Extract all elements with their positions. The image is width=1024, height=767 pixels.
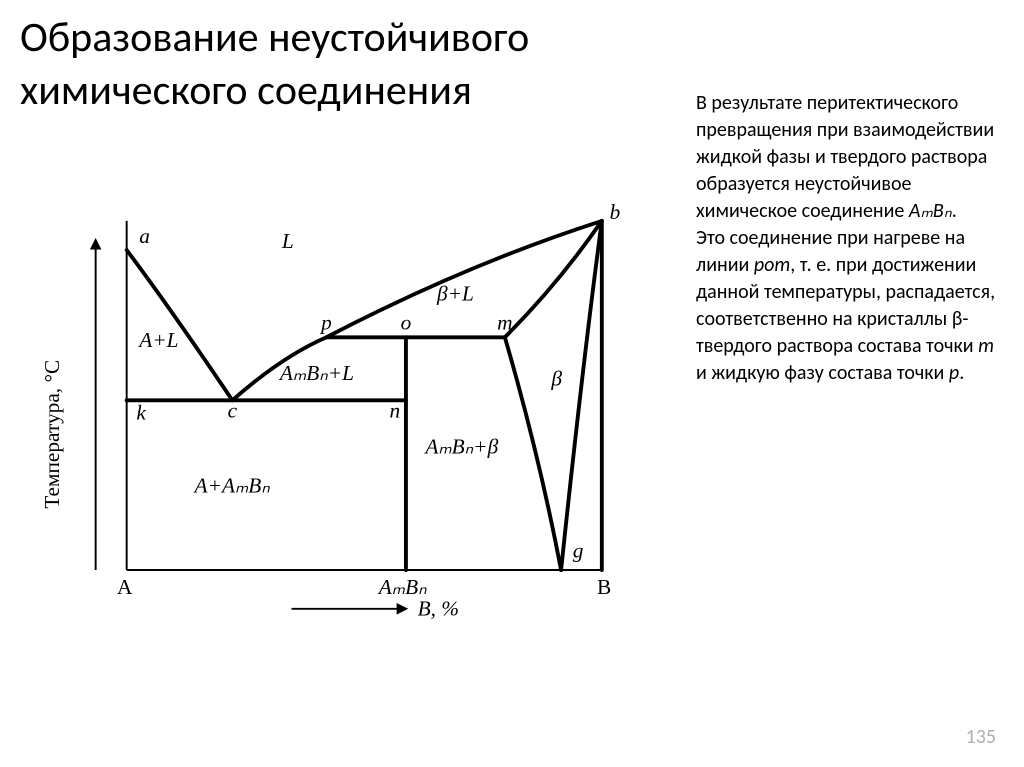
svg-text:B, %: B, % [418, 597, 459, 621]
desc-p: p [949, 361, 959, 385]
desc-p2d: . [959, 361, 964, 385]
svg-text:b: b [610, 200, 621, 224]
svg-text:a: a [139, 224, 150, 248]
desc-p1b: . [952, 199, 957, 223]
svg-text:Температура, °C: Температура, °C [40, 360, 64, 509]
slide-title: Образование неустойчивого химического со… [20, 12, 670, 117]
svg-text:AₘBₙ+β: AₘBₙ+β [423, 435, 498, 459]
page-number: 135 [966, 725, 996, 749]
svg-text:A+AₘBₙ: A+AₘBₙ [193, 473, 271, 497]
svg-text:o: o [401, 311, 412, 335]
svg-text:AₘBₙ+L: AₘBₙ+L [278, 361, 354, 385]
svg-text:β+L: β+L [436, 281, 474, 305]
svg-text:A: A [117, 575, 133, 599]
svg-text:m: m [497, 311, 512, 335]
svg-text:g: g [573, 538, 584, 562]
svg-text:n: n [389, 399, 400, 423]
svg-text:β: β [550, 367, 562, 391]
desc-p2c: и жидкую фазу состава точки [696, 361, 949, 385]
phase-diagram: Температура, °CabpomkcngABAₘBₙLA+LAₘBₙ+L… [20, 160, 660, 660]
description-text: В результате перитектического превращени… [696, 90, 1006, 387]
desc-compound: AₘBₙ [909, 199, 952, 223]
svg-text:c: c [228, 399, 238, 423]
phase-diagram-svg: Температура, °CabpomkcngABAₘBₙLA+LAₘBₙ+L… [20, 160, 660, 660]
svg-text:B: B [597, 575, 611, 599]
desc-m: m [978, 334, 994, 358]
svg-text:A+L: A+L [137, 328, 178, 352]
svg-text:p: p [319, 311, 332, 335]
svg-text:L: L [281, 229, 294, 253]
svg-text:k: k [136, 401, 146, 425]
desc-pom: pom [754, 253, 790, 277]
